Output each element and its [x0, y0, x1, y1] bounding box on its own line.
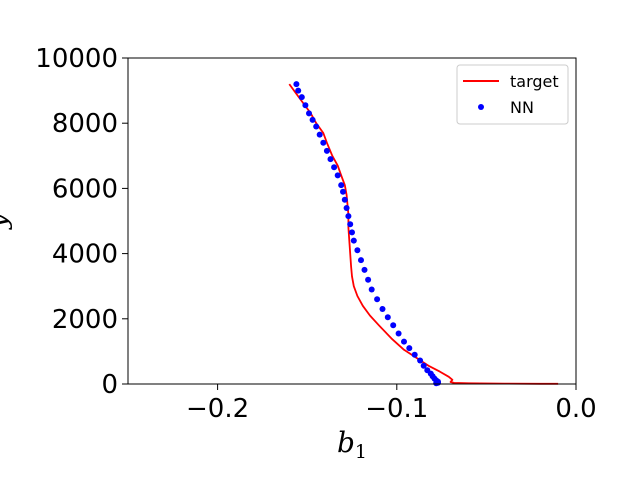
x-axis-label: b1: [337, 426, 367, 463]
series-point-nn: [302, 102, 309, 109]
series-point-nn: [349, 229, 355, 236]
series-point-nn: [433, 380, 440, 387]
series-point-nn: [327, 156, 334, 163]
series-point-nn: [401, 338, 407, 345]
series-point-nn: [358, 257, 364, 264]
series-point-nn: [320, 139, 327, 146]
legend-swatch-nn: [478, 104, 484, 110]
series-point-nn: [341, 196, 348, 203]
series-point-nn: [313, 123, 320, 130]
series-point-nn: [390, 322, 397, 329]
x-axis-label-subscript: 1: [355, 441, 367, 463]
y-tick-label: 8000: [52, 109, 118, 139]
y-axis-ticks: 0 2000 4000 6000 8000 10000: [35, 44, 128, 400]
series-point-nn: [420, 362, 427, 369]
y-axis-label: y: [0, 212, 13, 231]
series-point-nn: [361, 266, 368, 273]
series-point-nn: [368, 286, 375, 293]
y-tick-label: 2000: [52, 305, 118, 335]
series-point-nn: [350, 237, 357, 244]
series-point-nn: [365, 276, 372, 283]
y-tick-label: 6000: [52, 174, 118, 204]
series-point-nn: [395, 330, 402, 337]
legend: target NN: [456, 64, 569, 125]
series-point-nn: [323, 147, 330, 154]
y-tick-label: 4000: [52, 240, 118, 270]
x-axis-ticks: −0.2 −0.1 0.0: [186, 384, 597, 424]
y-tick-label: 0: [101, 370, 118, 400]
series-point-nn: [374, 296, 381, 303]
series-point-nn: [309, 116, 316, 123]
series-point-nn: [379, 306, 386, 312]
series-point-nn: [406, 345, 413, 352]
x-tick-label: 0.0: [555, 394, 596, 424]
series-point-nn: [338, 182, 345, 189]
axes-frame: [127, 57, 577, 385]
series-point-nn: [354, 247, 361, 254]
series-point-nn: [345, 213, 352, 220]
x-tick-label: −0.1: [365, 394, 428, 424]
series-point-nn: [331, 164, 338, 171]
series-point-nn: [306, 110, 312, 117]
plot-area: [288, 81, 559, 387]
legend-label-target: target: [510, 72, 559, 91]
series-point-nn: [411, 351, 418, 358]
series-point-nn: [347, 221, 354, 228]
legend-box: [456, 64, 569, 125]
y-tick-label: 10000: [35, 44, 118, 74]
series-point-nn: [334, 172, 341, 179]
series-point-nn: [340, 188, 346, 195]
series-point-nn: [298, 94, 305, 101]
series-point-nn: [293, 81, 300, 88]
series-point-nn: [384, 314, 391, 321]
series-point-nn: [417, 357, 424, 364]
legend-label-nn: NN: [510, 98, 534, 117]
series-point-nn: [343, 205, 350, 211]
series-line-target: [288, 83, 559, 385]
x-tick-label: −0.2: [186, 394, 249, 424]
x-axis-label-symbol: b: [337, 426, 355, 459]
series-point-nn: [316, 131, 323, 138]
series-point-nn: [295, 87, 302, 94]
